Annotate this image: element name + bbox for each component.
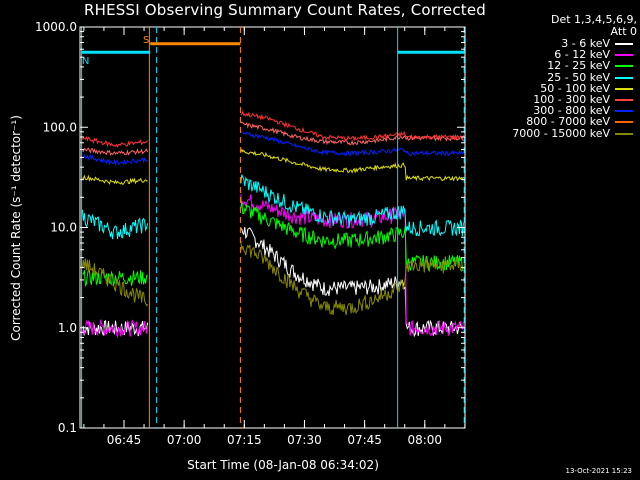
legend-header-line1: Det 1,3,4,5,6,9,: [550, 13, 637, 26]
y-tick-label: 10.0: [50, 221, 77, 235]
flag-label: N: [82, 56, 89, 67]
legend-item: 6 - 12 keV: [485, 49, 637, 60]
series-line-pre: [82, 153, 148, 167]
x-tick-label: 08:00: [407, 433, 442, 447]
x-axis-label: Start Time (08-Jan-08 06:34:02): [187, 458, 379, 472]
legend-item-label: 800 - 7000 keV: [526, 115, 610, 129]
x-tick-label: 07:00: [167, 433, 202, 447]
legend-swatch: [615, 87, 633, 90]
series-line-post: [240, 110, 464, 142]
legend-item-label: 3 - 6 keV: [561, 37, 610, 50]
y-tick-label: 1000.0: [35, 20, 77, 34]
legend: Det 1,3,4,5,6,9, Att 0 3 - 6 keV 6 - 12 k…: [485, 14, 637, 139]
timestamp: 13-Oct-2021 15:23: [565, 467, 632, 475]
legend-item: 100 - 300 keV: [485, 94, 637, 105]
series-line-pre: [81, 258, 149, 307]
y-tick-label: 0.1: [58, 421, 77, 435]
legend-swatch: [615, 43, 633, 45]
series-line-post: [240, 240, 464, 316]
flag-label: S: [143, 35, 149, 46]
legend-item: 3 - 6 keV: [485, 38, 637, 49]
legend-item: 25 - 50 keV: [485, 72, 637, 83]
series-line-pre: [81, 209, 149, 240]
legend-swatch: [615, 132, 633, 135]
legend-swatch: [615, 54, 633, 57]
legend-item: 300 - 800 keV: [485, 105, 637, 116]
legend-swatch: [615, 98, 633, 101]
legend-item-label: 300 - 800 keV: [533, 104, 610, 118]
legend-item-label: 6 - 12 keV: [554, 48, 610, 62]
legend-item-label: 7000 - 15000 keV: [512, 126, 610, 140]
series-line-post: [240, 227, 464, 338]
series-line-post: [240, 130, 464, 157]
y-axis-label: Corrected Count Rate (s⁻¹ detector⁻¹): [9, 115, 23, 341]
legend-swatch: [615, 121, 633, 124]
series-line-post: [240, 148, 464, 182]
series-line-post: [240, 201, 464, 273]
x-tick-label: 07:30: [287, 433, 322, 447]
axis-layer: 1000.0 100.0 10.0 1.0 0.1 06:45 07:00 07:15 07:3…: [35, 20, 466, 447]
legend-item-label: 100 - 300 keV: [533, 92, 610, 106]
series-line-pre: [81, 135, 149, 148]
series-line-pre: [82, 147, 149, 156]
series-layer: [81, 110, 464, 338]
legend-item: 800 - 7000 keV: [485, 116, 637, 127]
series-line-post: [240, 194, 464, 337]
legend-swatch: [615, 65, 633, 68]
legend-item-label: 12 - 25 keV: [547, 59, 610, 73]
x-tick-label: 06:45: [107, 433, 142, 447]
legend-header-line2: Att 0: [610, 25, 637, 38]
series-line-post: [240, 121, 464, 146]
series-line-pre: [81, 318, 149, 338]
y-tick-label: 100.0: [43, 120, 77, 134]
legend-item: 7000 - 15000 keV: [485, 128, 637, 139]
x-tick-label: 07:45: [347, 433, 382, 447]
y-tick-label: 1.0: [58, 321, 77, 335]
legend-item-label: 25 - 50 keV: [547, 70, 610, 84]
x-tick-label: 07:15: [227, 433, 262, 447]
chart-title: RHESSI Observing Summary Count Rates, Co…: [83, 1, 486, 19]
legend-item: 12 - 25 keV: [485, 60, 637, 71]
legend-item: 50 - 100 keV: [485, 83, 637, 94]
series-line-post: [240, 174, 464, 237]
legend-swatch: [615, 76, 633, 79]
series-line-pre: [82, 174, 148, 185]
series-line-pre: [82, 269, 148, 288]
legend-swatch: [615, 110, 633, 113]
legend-item-label: 50 - 100 keV: [540, 81, 610, 95]
